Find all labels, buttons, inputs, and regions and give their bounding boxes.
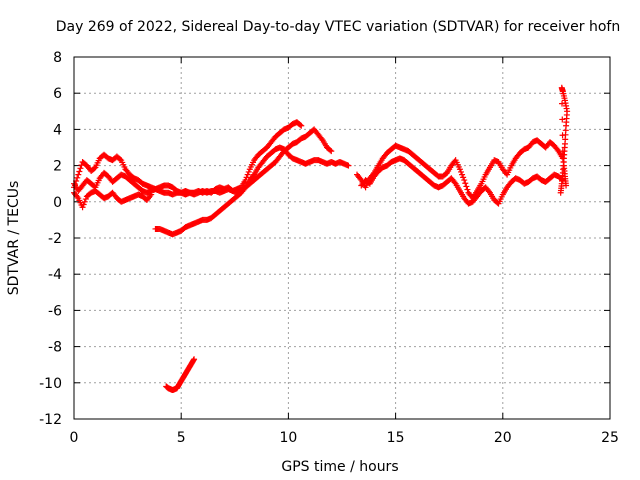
series-trace-e bbox=[163, 356, 198, 394]
series-trace-h bbox=[557, 84, 571, 196]
series-trace-a bbox=[71, 119, 305, 198]
y-tick-labels: -12 -10 -8 -6 -4 -2 0 2 4 6 8 bbox=[39, 50, 62, 428]
data-points bbox=[71, 84, 571, 394]
data-point bbox=[345, 162, 352, 169]
y-tick-label: 4 bbox=[53, 122, 62, 138]
x-tick-label: 5 bbox=[177, 430, 186, 446]
plot-frame bbox=[73, 56, 611, 420]
data-point bbox=[554, 146, 561, 153]
y-tick-label: -2 bbox=[48, 231, 62, 247]
series-trace-d bbox=[152, 126, 335, 238]
data-point bbox=[117, 156, 124, 163]
x-axis-label: GPS time / hours bbox=[281, 459, 398, 475]
y-tick-label: 6 bbox=[53, 86, 62, 102]
x-tick-label: 15 bbox=[387, 430, 405, 446]
y-tick-label: -8 bbox=[48, 340, 62, 356]
data-point bbox=[463, 183, 470, 190]
y-tick-label: -4 bbox=[48, 267, 62, 283]
data-point bbox=[459, 171, 466, 178]
data-point bbox=[298, 122, 305, 129]
data-point bbox=[74, 174, 81, 181]
data-point bbox=[559, 100, 566, 107]
data-point bbox=[148, 191, 155, 198]
data-point bbox=[457, 168, 464, 175]
data-point bbox=[563, 182, 570, 189]
data-point bbox=[79, 204, 86, 211]
chart-title: Day 269 of 2022, Sidereal Day-to-day VTE… bbox=[56, 19, 620, 35]
y-tick-label: 0 bbox=[53, 195, 62, 211]
data-point bbox=[77, 165, 84, 172]
data-point bbox=[485, 188, 492, 195]
data-point bbox=[147, 192, 154, 199]
y-tick-label: -10 bbox=[39, 376, 62, 392]
x-tick-label: 25 bbox=[601, 430, 619, 446]
y-axis-label: SDTVAR / TECUs bbox=[6, 181, 22, 296]
data-point bbox=[318, 135, 325, 142]
data-point bbox=[82, 196, 89, 203]
data-point bbox=[81, 198, 88, 205]
data-point bbox=[328, 148, 335, 155]
x-tick-label: 10 bbox=[279, 430, 297, 446]
data-point bbox=[74, 193, 81, 200]
data-point bbox=[460, 174, 467, 181]
data-point bbox=[462, 180, 469, 187]
data-point bbox=[245, 168, 252, 175]
y-tick-label: 2 bbox=[53, 159, 62, 175]
series-trace-b bbox=[71, 144, 352, 198]
y-tick-label: 8 bbox=[53, 50, 62, 66]
data-point bbox=[559, 132, 566, 139]
data-point bbox=[76, 168, 83, 175]
y-tick-label: -12 bbox=[39, 412, 62, 428]
data-point bbox=[80, 201, 87, 208]
series-trace-c bbox=[71, 187, 155, 211]
x-tick-label: 0 bbox=[70, 430, 79, 446]
data-point bbox=[327, 147, 334, 154]
data-point bbox=[464, 186, 471, 193]
data-point bbox=[357, 175, 364, 182]
data-point bbox=[75, 171, 82, 178]
data-point bbox=[456, 166, 463, 173]
x-tick-label: 20 bbox=[494, 430, 512, 446]
x-tick-labels: 0 5 10 15 20 25 bbox=[70, 430, 619, 446]
data-point bbox=[91, 165, 98, 172]
data-point bbox=[558, 84, 565, 91]
series-trace-g bbox=[358, 155, 566, 207]
y-tick-label: -6 bbox=[48, 303, 62, 319]
data-point bbox=[191, 356, 198, 363]
data-point bbox=[451, 179, 458, 186]
data-point bbox=[559, 116, 566, 123]
axis-ticks bbox=[73, 56, 611, 420]
data-point bbox=[297, 121, 304, 128]
data-point bbox=[243, 174, 250, 181]
data-point bbox=[244, 171, 251, 178]
data-point bbox=[461, 177, 468, 184]
grid bbox=[74, 57, 610, 419]
